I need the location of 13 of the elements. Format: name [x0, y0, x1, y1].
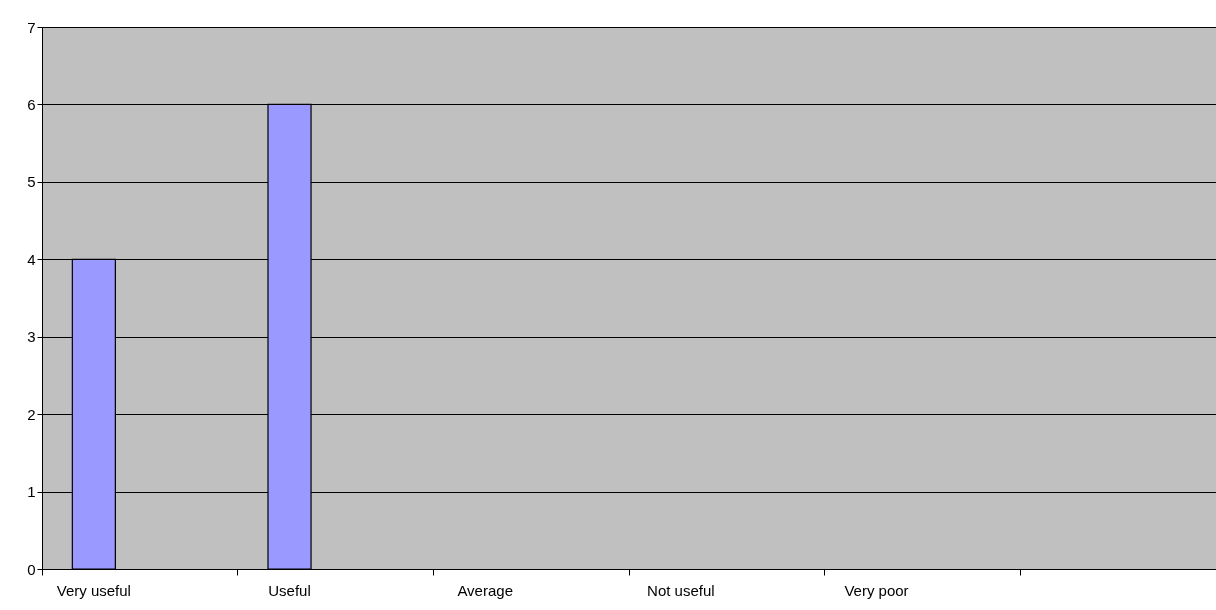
y-tick-label: 5 [27, 173, 36, 191]
y-tick-label: 4 [27, 250, 36, 268]
y-tick-label: 2 [27, 405, 36, 423]
x-tick-label: Very poor [844, 581, 909, 599]
y-tick-label: 7 [27, 18, 36, 36]
x-tick-label: Useful [268, 581, 311, 599]
y-tick-label: 3 [27, 328, 36, 346]
y-tick-label: 0 [27, 560, 36, 578]
x-tick-label: Not useful [647, 581, 715, 599]
x-tick-label: Very useful [56, 581, 131, 599]
y-tick-label: 1 [27, 483, 36, 501]
x-tick-label: Average [457, 581, 513, 599]
y-tick-label: 6 [27, 95, 36, 113]
